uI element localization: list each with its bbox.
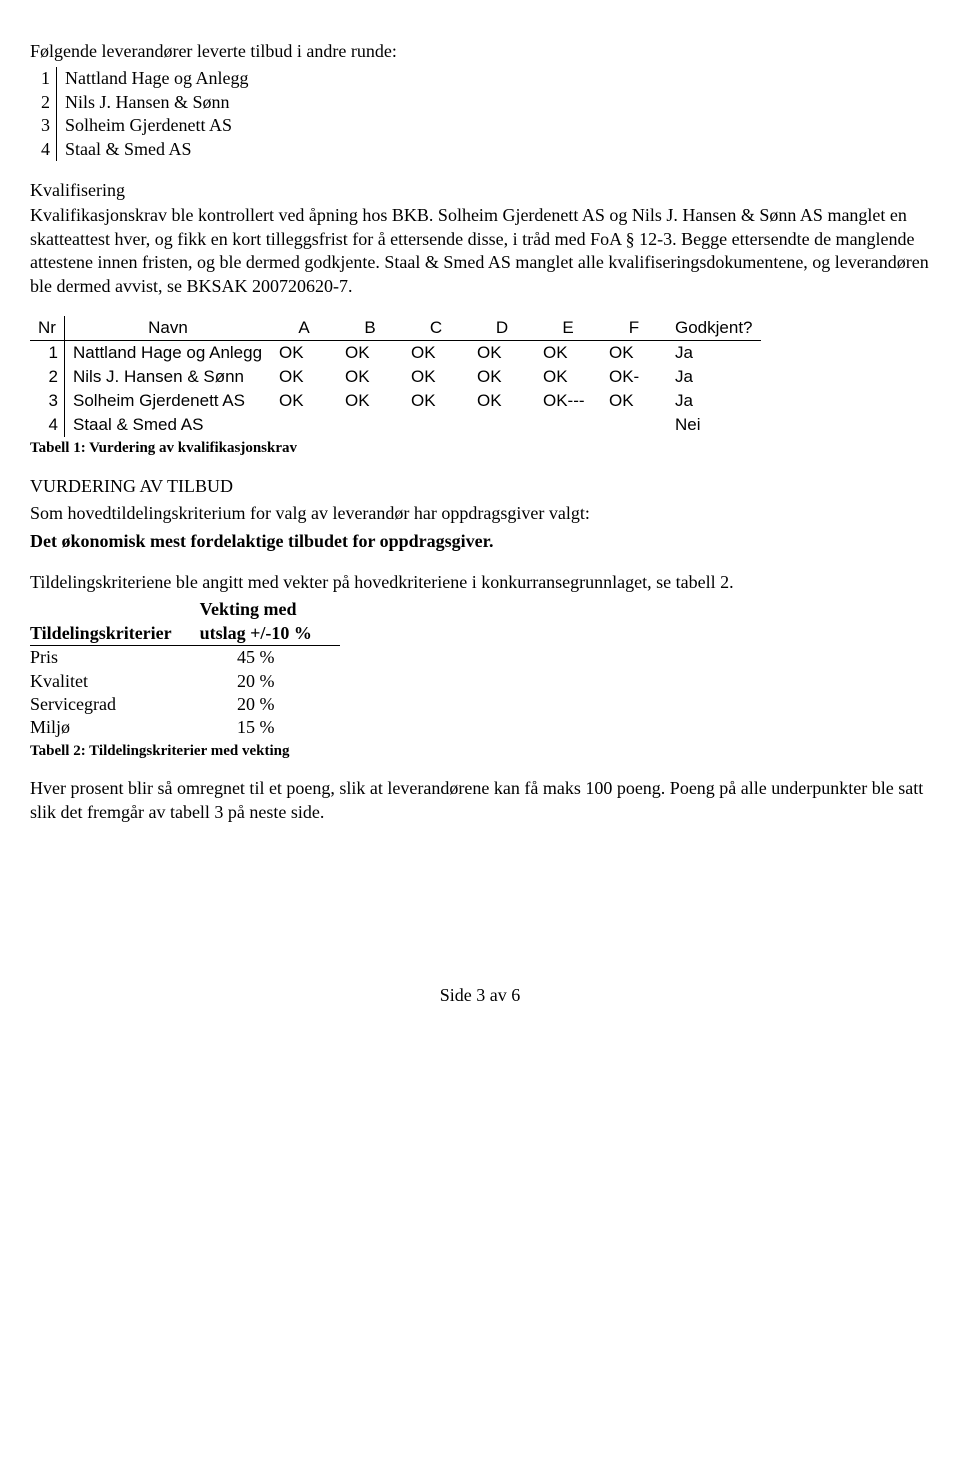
- table-row: Kvalitet 20 %: [30, 670, 340, 693]
- intro-line: Følgende leverandører leverte tilbud i a…: [30, 40, 930, 63]
- cell-nr: 1: [30, 341, 65, 366]
- table-row: Pris 45 %: [30, 646, 340, 670]
- col-header-a: A: [271, 316, 337, 341]
- supplier-nr: 3: [30, 114, 57, 137]
- cell-navn: Solheim Gjerdenett AS: [65, 389, 272, 413]
- cell-a: [271, 413, 337, 437]
- closing-paragraph: Hver prosent blir så omregnet til et poe…: [30, 777, 930, 824]
- cell-c: OK: [403, 341, 469, 366]
- col-header-nr: Nr: [30, 316, 65, 341]
- supplier-name: Nils J. Hansen & Sønn: [57, 91, 257, 114]
- criteria-value: 45 %: [200, 646, 340, 670]
- weight-header-line1: Vekting med: [200, 599, 297, 619]
- cell-navn: Staal & Smed AS: [65, 413, 272, 437]
- cell-e: OK---: [535, 389, 601, 413]
- col-header-f: F: [601, 316, 667, 341]
- table-row: 1 Nattland Hage og Anlegg: [30, 67, 256, 90]
- cell-f: OK: [601, 341, 667, 366]
- cell-navn: Nils J. Hansen & Sønn: [65, 365, 272, 389]
- cell-godkjent: Ja: [667, 365, 761, 389]
- kvalifisering-heading: Kvalifisering: [30, 179, 930, 202]
- cell-c: OK: [403, 389, 469, 413]
- table-row: 2 Nils J. Hansen & Sønn OK OK OK OK OK O…: [30, 365, 761, 389]
- cell-c: [403, 413, 469, 437]
- table-row: 3 Solheim Gjerdenett AS OK OK OK OK OK--…: [30, 389, 761, 413]
- table-row: 4 Staal & Smed AS Nei: [30, 413, 761, 437]
- cell-e: OK: [535, 341, 601, 366]
- cell-b: OK: [337, 341, 403, 366]
- supplier-name: Staal & Smed AS: [57, 138, 257, 161]
- table-row: 1 Nattland Hage og Anlegg OK OK OK OK OK…: [30, 341, 761, 366]
- table-header-row: Tildelingskriterier Vekting med utslag +…: [30, 598, 340, 645]
- criteria-label: Miljø: [30, 716, 200, 739]
- col-header-c: C: [403, 316, 469, 341]
- criteria-value: 15 %: [200, 716, 340, 739]
- page-footer: Side 3 av 6: [30, 984, 930, 1007]
- cell-c: OK: [403, 365, 469, 389]
- criteria-label: Kvalitet: [30, 670, 200, 693]
- qualification-table: Nr Navn A B C D E F Godkjent? 1 Nattland…: [30, 316, 761, 437]
- kvalifisering-body: Kvalifikasjonskrav ble kontrollert ved å…: [30, 204, 930, 298]
- cell-e: [535, 413, 601, 437]
- cell-a: OK: [271, 341, 337, 366]
- cell-godkjent: Ja: [667, 341, 761, 366]
- criteria-value: 20 %: [200, 670, 340, 693]
- vurdering-line: Som hovedtildelingskriterium for valg av…: [30, 502, 930, 525]
- criteria-label: Servicegrad: [30, 693, 200, 716]
- table-row: 4 Staal & Smed AS: [30, 138, 256, 161]
- cell-e: OK: [535, 365, 601, 389]
- table-header-row: Nr Navn A B C D E F Godkjent?: [30, 316, 761, 341]
- supplier-nr: 1: [30, 67, 57, 90]
- criteria-label: Pris: [30, 646, 200, 670]
- table-row: Servicegrad 20 %: [30, 693, 340, 716]
- cell-b: [337, 413, 403, 437]
- table-row: 2 Nils J. Hansen & Sønn: [30, 91, 256, 114]
- supplier-name: Nattland Hage og Anlegg: [57, 67, 257, 90]
- cell-nr: 2: [30, 365, 65, 389]
- cell-f: OK-: [601, 365, 667, 389]
- vurdering-heading: VURDERING AV TILBUD: [30, 475, 930, 498]
- weight-header-line2: utslag +/-10 %: [200, 623, 312, 643]
- col-header-godkjent: Godkjent?: [667, 316, 761, 341]
- col-header-weight: Vekting med utslag +/-10 %: [200, 598, 340, 645]
- cell-navn: Nattland Hage og Anlegg: [65, 341, 272, 366]
- table-row: 3 Solheim Gjerdenett AS: [30, 114, 256, 137]
- cell-d: OK: [469, 389, 535, 413]
- cell-b: OK: [337, 365, 403, 389]
- cell-d: [469, 413, 535, 437]
- supplier-nr: 2: [30, 91, 57, 114]
- table2-caption: Tabell 2: Tildelingskriterier med vektin…: [30, 742, 930, 762]
- supplier-name: Solheim Gjerdenett AS: [57, 114, 257, 137]
- cell-godkjent: Ja: [667, 389, 761, 413]
- weighting-intro: Tildelingskriteriene ble angitt med vekt…: [30, 571, 930, 594]
- cell-nr: 4: [30, 413, 65, 437]
- cell-f: [601, 413, 667, 437]
- cell-a: OK: [271, 389, 337, 413]
- cell-nr: 3: [30, 389, 65, 413]
- col-header-b: B: [337, 316, 403, 341]
- supplier-list-table: 1 Nattland Hage og Anlegg 2 Nils J. Hans…: [30, 67, 256, 161]
- cell-d: OK: [469, 365, 535, 389]
- cell-f: OK: [601, 389, 667, 413]
- col-header-criteria: Tildelingskriterier: [30, 598, 200, 645]
- cell-b: OK: [337, 389, 403, 413]
- cell-a: OK: [271, 365, 337, 389]
- weighting-table: Tildelingskriterier Vekting med utslag +…: [30, 598, 340, 739]
- table-row: Miljø 15 %: [30, 716, 340, 739]
- cell-godkjent: Nei: [667, 413, 761, 437]
- col-header-e: E: [535, 316, 601, 341]
- supplier-nr: 4: [30, 138, 57, 161]
- cell-d: OK: [469, 341, 535, 366]
- col-header-navn: Navn: [65, 316, 272, 341]
- criteria-value: 20 %: [200, 693, 340, 716]
- col-header-d: D: [469, 316, 535, 341]
- table1-caption: Tabell 1: Vurdering av kvalifikasjonskra…: [30, 439, 930, 459]
- vurdering-bold-line: Det økonomisk mest fordelaktige tilbudet…: [30, 530, 930, 553]
